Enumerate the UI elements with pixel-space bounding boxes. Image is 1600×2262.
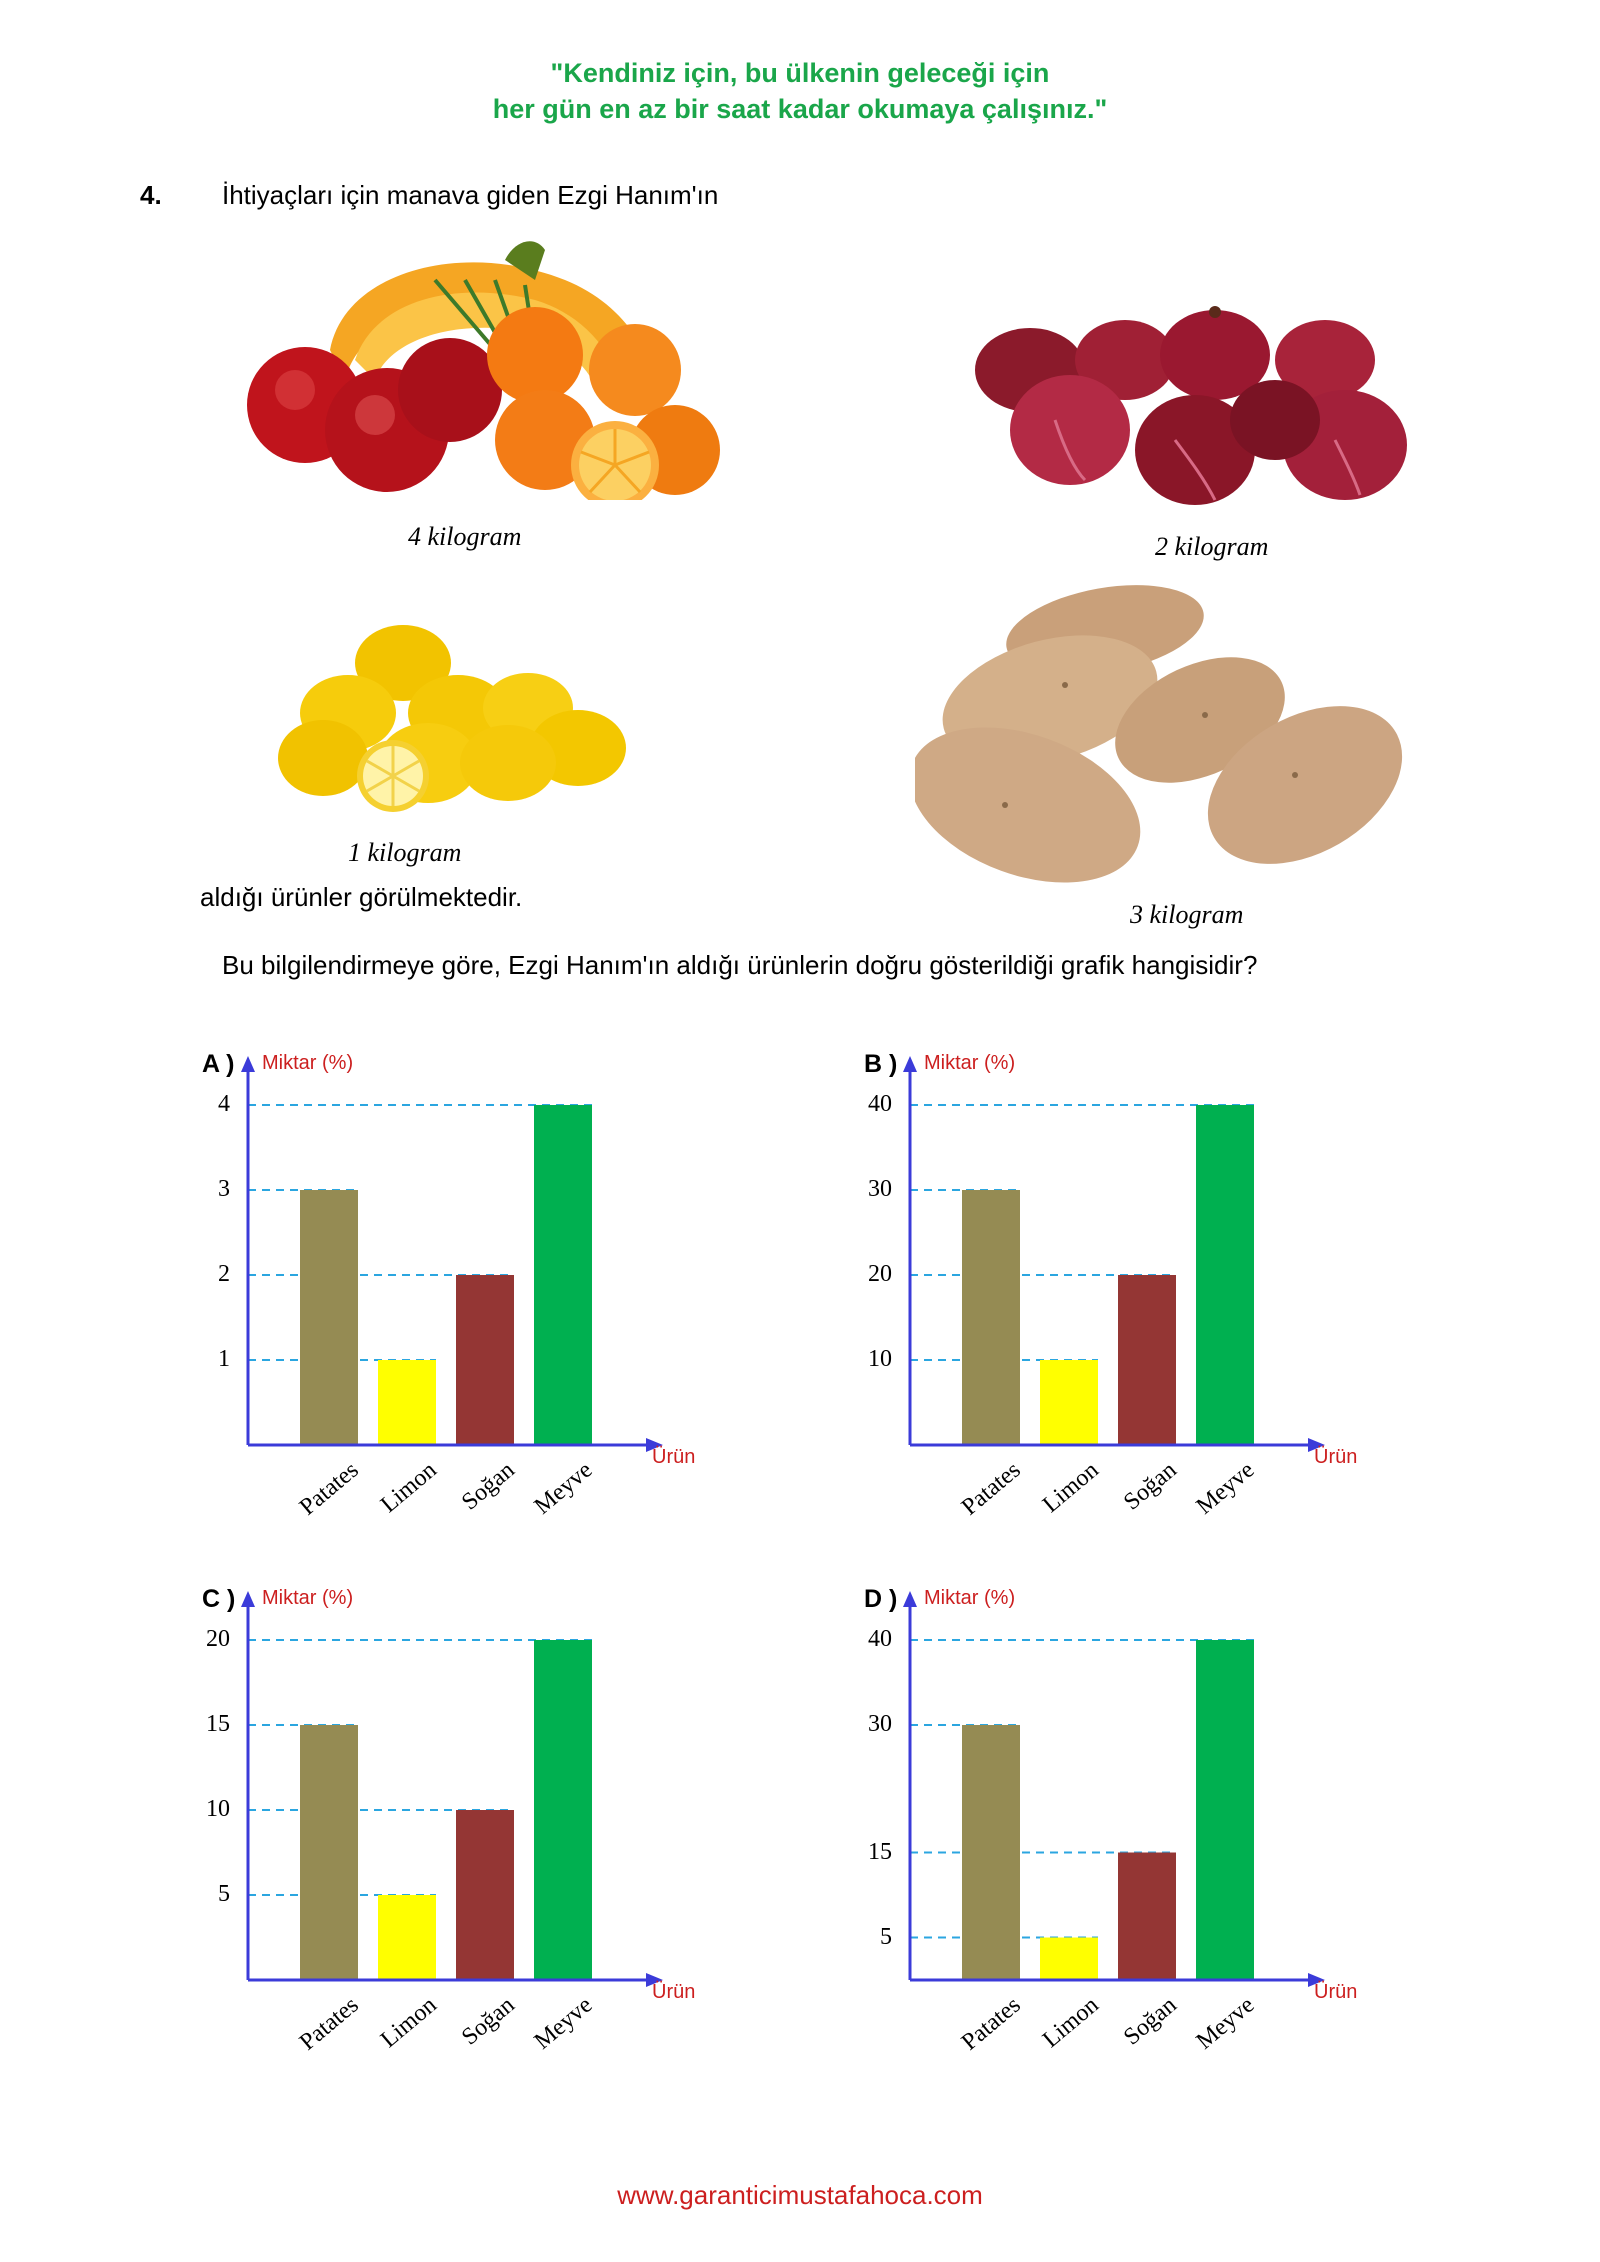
footer-url[interactable]: www.garanticimustafahoca.com: [617, 2180, 983, 2210]
option-b-chart[interactable]: 10 20 30 40 B ) Miktar (%) Ürün Patates Limon Soğ…: [864, 1050, 1370, 1530]
y-tick-label: 4: [218, 1091, 230, 1117]
y-tick-label: 10: [206, 1796, 230, 1822]
y-tick-label: 40: [868, 1626, 892, 1652]
option-d-chart[interactable]: 5 15 30 40 D ) Miktar (%) Ürün Patates Limon Soğa…: [864, 1585, 1370, 2065]
y-tick-label: 20: [868, 1261, 892, 1287]
y-tick-label: 5: [218, 1881, 230, 1907]
chart-svg: [903, 1591, 1325, 1987]
question-prompt: Bu bilgilendirmeye göre, Ezgi Hanım'ın a…: [222, 950, 1258, 980]
bar-limon: [378, 1895, 436, 1980]
x-axis-arrow: [646, 1438, 663, 1452]
y-axis-label: Miktar (%): [262, 1052, 354, 1074]
bar-limon: [1040, 1360, 1098, 1445]
bar-limon: [378, 1360, 436, 1445]
bar-patates: [300, 1190, 358, 1445]
y-tick-label: 30: [868, 1711, 892, 1737]
quote-line-2: her gün en az bir saat kadar okumaya çal…: [492, 94, 1108, 124]
bar-patates: [962, 1725, 1020, 1980]
y-axis-label: Miktar (%): [924, 1587, 1016, 1609]
option-letter[interactable]: C ): [202, 1585, 236, 1613]
caption-patates: 3 kilogram: [1130, 900, 1244, 929]
caption-limon: 1 kilogram: [348, 838, 462, 867]
y-axis-label: Miktar (%): [262, 1587, 354, 1609]
x-axis-arrow: [1308, 1438, 1325, 1452]
y-tick-label: 1: [218, 1346, 230, 1372]
option-c-chart[interactable]: 5 10 15 20 C ) Miktar (%) Ürün Patates Limon Soğa…: [202, 1585, 708, 2065]
option-letter[interactable]: D ): [864, 1585, 898, 1613]
chart-svg: [241, 1591, 663, 1987]
question-intro: İhtiyaçları için manava giden Ezgi Hanım…: [222, 180, 719, 210]
y-tick-label: 30: [868, 1176, 892, 1202]
caption-meyve: 4 kilogram: [408, 522, 522, 551]
option-letter[interactable]: A ): [202, 1050, 235, 1078]
y-tick-label: 20: [206, 1626, 230, 1652]
question-outro: aldığı ürünler görülmektedir.: [200, 882, 523, 912]
bar-soğan: [456, 1275, 514, 1445]
lemons-image: [278, 625, 626, 812]
caption-sogan: 2 kilogram: [1155, 532, 1269, 561]
x-axis-label: Ürün: [1314, 1981, 1358, 2003]
y-tick-label: 10: [868, 1346, 892, 1372]
y-tick-label: 15: [206, 1711, 230, 1737]
option-letter[interactable]: B ): [864, 1050, 898, 1078]
y-axis-arrow: [241, 1591, 255, 1607]
bar-meyve: [534, 1640, 592, 1980]
bar-soğan: [456, 1810, 514, 1980]
chart-svg: [903, 1056, 1325, 1452]
x-axis-label: Ürün: [652, 1981, 696, 2003]
y-tick-label: 5: [880, 1923, 892, 1950]
bar-limon: [1040, 1937, 1098, 1980]
y-axis-label: Miktar (%): [924, 1052, 1016, 1074]
x-axis-label: Ürün: [652, 1446, 696, 1468]
bar-patates: [962, 1190, 1020, 1445]
fruit-pile-image: [247, 241, 720, 500]
y-axis-arrow: [241, 1056, 255, 1072]
x-axis-label: Ürün: [1314, 1446, 1358, 1468]
red-onions-image: [975, 306, 1407, 505]
potatoes-image: [915, 585, 1403, 883]
y-tick-label: 3: [218, 1176, 230, 1202]
bar-soğan: [1118, 1852, 1176, 1980]
x-axis-arrow: [646, 1973, 663, 1987]
bar-meyve: [1196, 1640, 1254, 1980]
quote-line-1: "Kendiniz için, bu ülkenin geleceği için: [550, 58, 1050, 88]
x-axis-arrow: [1308, 1973, 1325, 1987]
question-number: 4.: [140, 180, 162, 210]
bar-soğan: [1118, 1275, 1176, 1445]
y-axis-arrow: [903, 1056, 917, 1072]
y-tick-label: 15: [868, 1838, 892, 1865]
y-tick-label: 40: [868, 1091, 892, 1117]
chart-svg: [241, 1056, 663, 1452]
y-tick-label: 2: [218, 1261, 230, 1287]
bar-meyve: [1196, 1105, 1254, 1445]
y-axis-arrow: [903, 1591, 917, 1607]
bar-patates: [300, 1725, 358, 1980]
bar-meyve: [534, 1105, 592, 1445]
